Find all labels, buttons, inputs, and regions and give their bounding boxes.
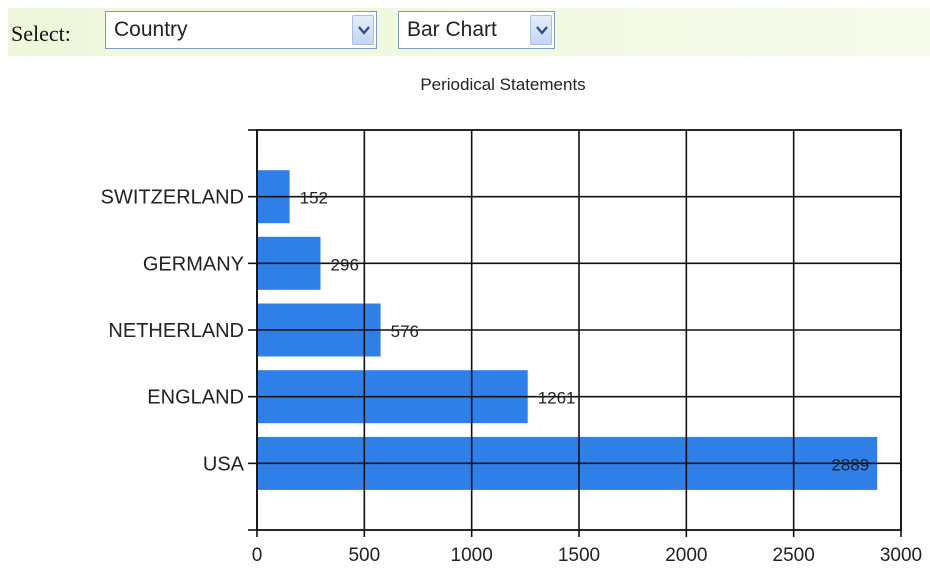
plot-area-border — [256, 129, 902, 531]
x-tick-label: 2500 — [773, 545, 815, 566]
chart-type-dropdown[interactable]: Bar Chart — [398, 11, 555, 49]
chart-type-dropdown-button[interactable] — [530, 15, 552, 45]
category-label: SWITZERLAND — [101, 187, 244, 209]
data-label: 296 — [331, 255, 359, 274]
chart-title: Periodical Statements — [420, 75, 586, 94]
category-label: NETHERLAND — [108, 320, 244, 342]
data-label: 152 — [300, 189, 328, 208]
x-tick-label: 2000 — [665, 545, 707, 566]
select-label: Select: — [11, 21, 71, 46]
category-label: GERMANY — [143, 253, 244, 275]
x-tick-label: 500 — [348, 545, 380, 566]
chart-type-dropdown-value: Bar Chart — [407, 18, 497, 41]
toolbar: Select: Country Bar Chart — [8, 8, 930, 56]
x-tick-label: 1500 — [558, 545, 600, 566]
chevron-down-icon — [358, 26, 370, 35]
x-tick-label: 3000 — [880, 545, 922, 566]
x-tick-label: 1000 — [451, 545, 493, 566]
field-dropdown-value: Country — [114, 18, 188, 41]
data-label: 1261 — [538, 389, 576, 408]
x-tick-label: 0 — [252, 545, 263, 566]
data-label: 576 — [391, 322, 419, 341]
data-label: 2889 — [831, 455, 869, 474]
chevron-down-icon — [536, 26, 548, 35]
category-label: ENGLAND — [147, 387, 244, 409]
category-label: USA — [203, 453, 245, 475]
field-dropdown[interactable]: Country — [105, 11, 377, 49]
field-dropdown-button[interactable] — [352, 15, 374, 45]
